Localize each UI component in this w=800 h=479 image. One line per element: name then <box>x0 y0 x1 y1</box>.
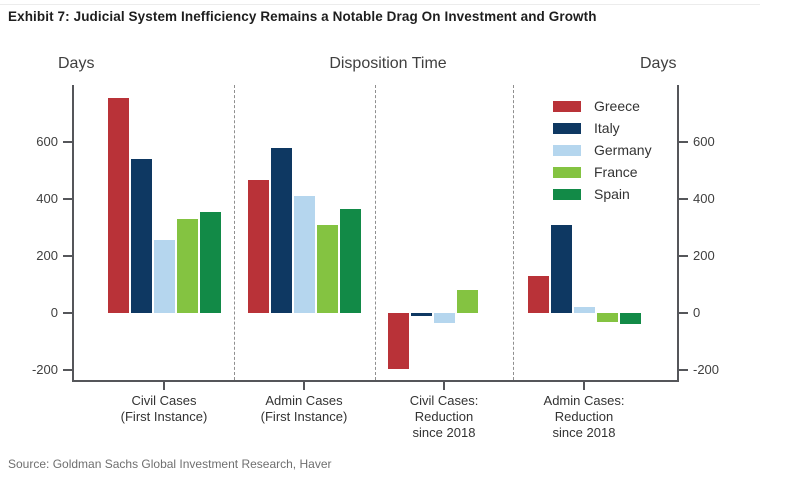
bar-germany-group4 <box>573 307 595 313</box>
legend-swatch <box>553 100 581 112</box>
x-axis-category-line: (First Instance) <box>260 409 348 424</box>
x-axis-category-line: since 2018 <box>552 425 616 440</box>
legend-swatch <box>553 166 581 178</box>
left-axis-title: Days <box>58 55 95 72</box>
x-axis-category-2: Admin Cases (First Instance) <box>229 393 379 425</box>
y-axis-label-right: 400 <box>693 191 715 206</box>
bar-greece-group4 <box>527 275 549 313</box>
y-axis-label-right: -200 <box>693 362 720 377</box>
x-axis-category-line: Reduction <box>554 409 614 424</box>
bar-italy-group4 <box>550 224 572 313</box>
y-axis-tick <box>63 369 72 371</box>
panel-divider-1 <box>234 85 235 380</box>
legend-item-france: France <box>553 161 652 183</box>
y-axis-tick <box>679 369 688 371</box>
legend-label: Germany <box>594 142 652 158</box>
legend-item-spain: Spain <box>553 183 652 205</box>
legend-item-germany: Germany <box>553 139 652 161</box>
y-axis-tick <box>63 255 72 257</box>
bar-italy-group2 <box>270 147 292 313</box>
x-axis-category-line: Civil Cases <box>131 393 197 408</box>
y-axis-tick <box>679 198 688 200</box>
x-axis-tick <box>163 382 165 390</box>
panel-divider-3 <box>513 85 514 380</box>
bar-france-group1 <box>176 218 198 313</box>
x-axis-category-3: Civil Cases: Reduction since 2018 <box>369 393 519 441</box>
y-axis-label-right: 200 <box>693 248 715 263</box>
bar-france-group4 <box>596 313 618 322</box>
y-axis-label-left: 600 <box>36 134 58 149</box>
bar-france-group3 <box>456 290 478 313</box>
bar-germany-group3 <box>433 313 455 323</box>
y-axis-tick <box>679 255 688 257</box>
y-axis-label-right: 600 <box>693 134 715 149</box>
bar-spain-group1 <box>199 211 221 313</box>
x-axis-tick <box>443 382 445 390</box>
legend-label: Spain <box>594 186 630 202</box>
bar-germany-group2 <box>293 196 315 313</box>
x-axis-category-line: Reduction <box>414 409 474 424</box>
bar-italy-group1 <box>130 159 152 313</box>
legend-label: Italy <box>594 120 620 136</box>
legend: Greece Italy Germany France Spain <box>553 95 652 205</box>
legend-label: Greece <box>594 98 640 114</box>
x-axis-category-line: Admin Cases <box>265 393 343 408</box>
bar-spain-group2 <box>339 208 361 313</box>
y-axis-label-left: -200 <box>31 362 58 377</box>
x-axis-tick <box>583 382 585 390</box>
left-axis-line <box>72 85 74 382</box>
y-axis-label-left: 400 <box>36 191 58 206</box>
legend-swatch <box>553 144 581 156</box>
bar-greece-group3 <box>387 313 409 369</box>
y-axis-tick <box>679 312 688 314</box>
bar-spain-group4 <box>619 313 641 325</box>
y-axis-tick <box>63 198 72 200</box>
y-axis-tick <box>63 312 72 314</box>
panel-divider-2 <box>375 85 376 380</box>
y-axis-label-left: 200 <box>36 248 58 263</box>
legend-label: France <box>594 164 638 180</box>
bottom-axis-line <box>72 380 679 382</box>
legend-item-greece: Greece <box>553 95 652 117</box>
right-axis-title: Days <box>640 55 677 72</box>
x-axis-category-line: Admin Cases: <box>543 393 625 408</box>
top-divider <box>0 4 760 5</box>
chart-title: Exhibit 7: Judicial System Inefficiency … <box>8 9 597 24</box>
bar-germany-group1 <box>153 240 175 313</box>
x-axis-tick <box>303 382 305 390</box>
chart-subtitle: Disposition Time <box>329 55 447 72</box>
x-axis-category-line: Civil Cases: <box>409 393 479 408</box>
x-axis-category-1: Civil Cases (First Instance) <box>89 393 239 425</box>
source-text: Source: Goldman Sachs Global Investment … <box>8 457 332 471</box>
y-axis-label-left: 0 <box>50 305 58 320</box>
legend-item-italy: Italy <box>553 117 652 139</box>
right-axis-line <box>677 85 679 382</box>
bar-france-group2 <box>316 224 338 313</box>
y-axis-tick <box>63 141 72 143</box>
bar-italy-group3 <box>410 313 432 316</box>
x-axis-category-line: (First Instance) <box>120 409 208 424</box>
bar-greece-group1 <box>107 97 129 313</box>
y-axis-label-right: 0 <box>693 305 701 320</box>
bar-greece-group2 <box>247 180 269 313</box>
legend-swatch <box>553 188 581 200</box>
x-axis-category-4: Admin Cases: Reduction since 2018 <box>509 393 659 441</box>
x-axis-category-line: since 2018 <box>412 425 476 440</box>
legend-swatch <box>553 122 581 134</box>
y-axis-tick <box>679 141 688 143</box>
